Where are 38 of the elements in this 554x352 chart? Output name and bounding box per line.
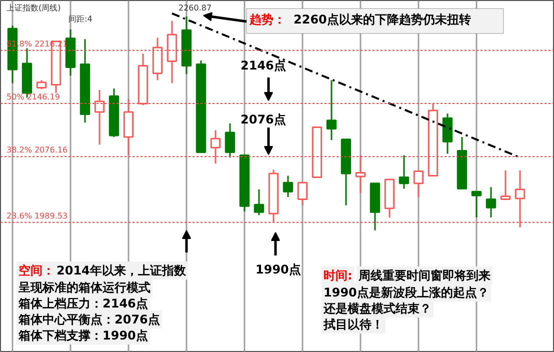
annotation: 间距:4	[68, 14, 92, 24]
annotation: 趋势：	[248, 12, 286, 26]
annotation: 时间:	[324, 268, 352, 282]
annotation: 1990点	[256, 262, 301, 276]
annotation: 周线重要时间窗即将到来	[358, 268, 490, 282]
candlestick	[36, 79, 47, 90]
annotation: 呈现标准的箱体运行模式	[18, 280, 150, 294]
ref-line-label: 38.2% 2076.16	[6, 146, 68, 155]
annotation: 空间：	[18, 264, 54, 278]
ref-line-label: 23.6% 1989.53	[6, 211, 68, 220]
annotation: 2260.87	[178, 4, 212, 12]
candlestick	[355, 154, 366, 194]
candlestick	[326, 79, 337, 141]
annotation: 2014年以来，上证指数	[56, 264, 187, 278]
candlestick	[224, 122, 236, 158]
candlestick	[398, 154, 410, 190]
annotation: 箱体中心平衡点：2076点	[18, 312, 160, 326]
candlestick	[471, 190, 482, 218]
chart-title: 上证指数(周线)	[6, 4, 61, 12]
candlestick	[514, 170, 526, 228]
annotation: 箱体上档压力：2146点	[18, 296, 148, 310]
annotation: 2260点以来的下降趋势仍未扭转	[294, 12, 471, 26]
annotation: 1990点是新波段上涨的起点？	[324, 286, 489, 300]
annotation: 2146点	[240, 58, 286, 72]
candlestick	[94, 89, 105, 146]
ref-line-label: 50% 2146.19	[6, 92, 60, 102]
candlestick	[413, 170, 424, 198]
annotation: 箱体下档支撑：1990点	[18, 328, 148, 342]
candlestick	[486, 186, 496, 218]
candlestick	[282, 174, 294, 198]
annotation: 还是横盘模式结束？	[322, 302, 432, 316]
candlestick	[442, 112, 453, 154]
candlestick	[254, 188, 264, 216]
annotation: 2076点	[240, 112, 286, 126]
annotation: 拭目以待！	[322, 318, 384, 332]
candlestick	[500, 170, 511, 200]
candlestick	[210, 129, 221, 164]
candlestick	[297, 182, 308, 206]
